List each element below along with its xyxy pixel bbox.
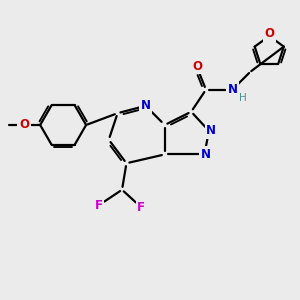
Text: N: N: [227, 83, 237, 96]
Text: N: N: [141, 99, 151, 112]
Text: O: O: [264, 27, 274, 40]
Text: F: F: [137, 201, 145, 214]
Text: F: F: [94, 200, 103, 212]
Text: O: O: [19, 118, 29, 131]
Text: O: O: [192, 60, 202, 73]
Text: N: N: [201, 148, 211, 161]
Text: H: H: [239, 93, 247, 103]
Text: N: N: [206, 124, 216, 137]
